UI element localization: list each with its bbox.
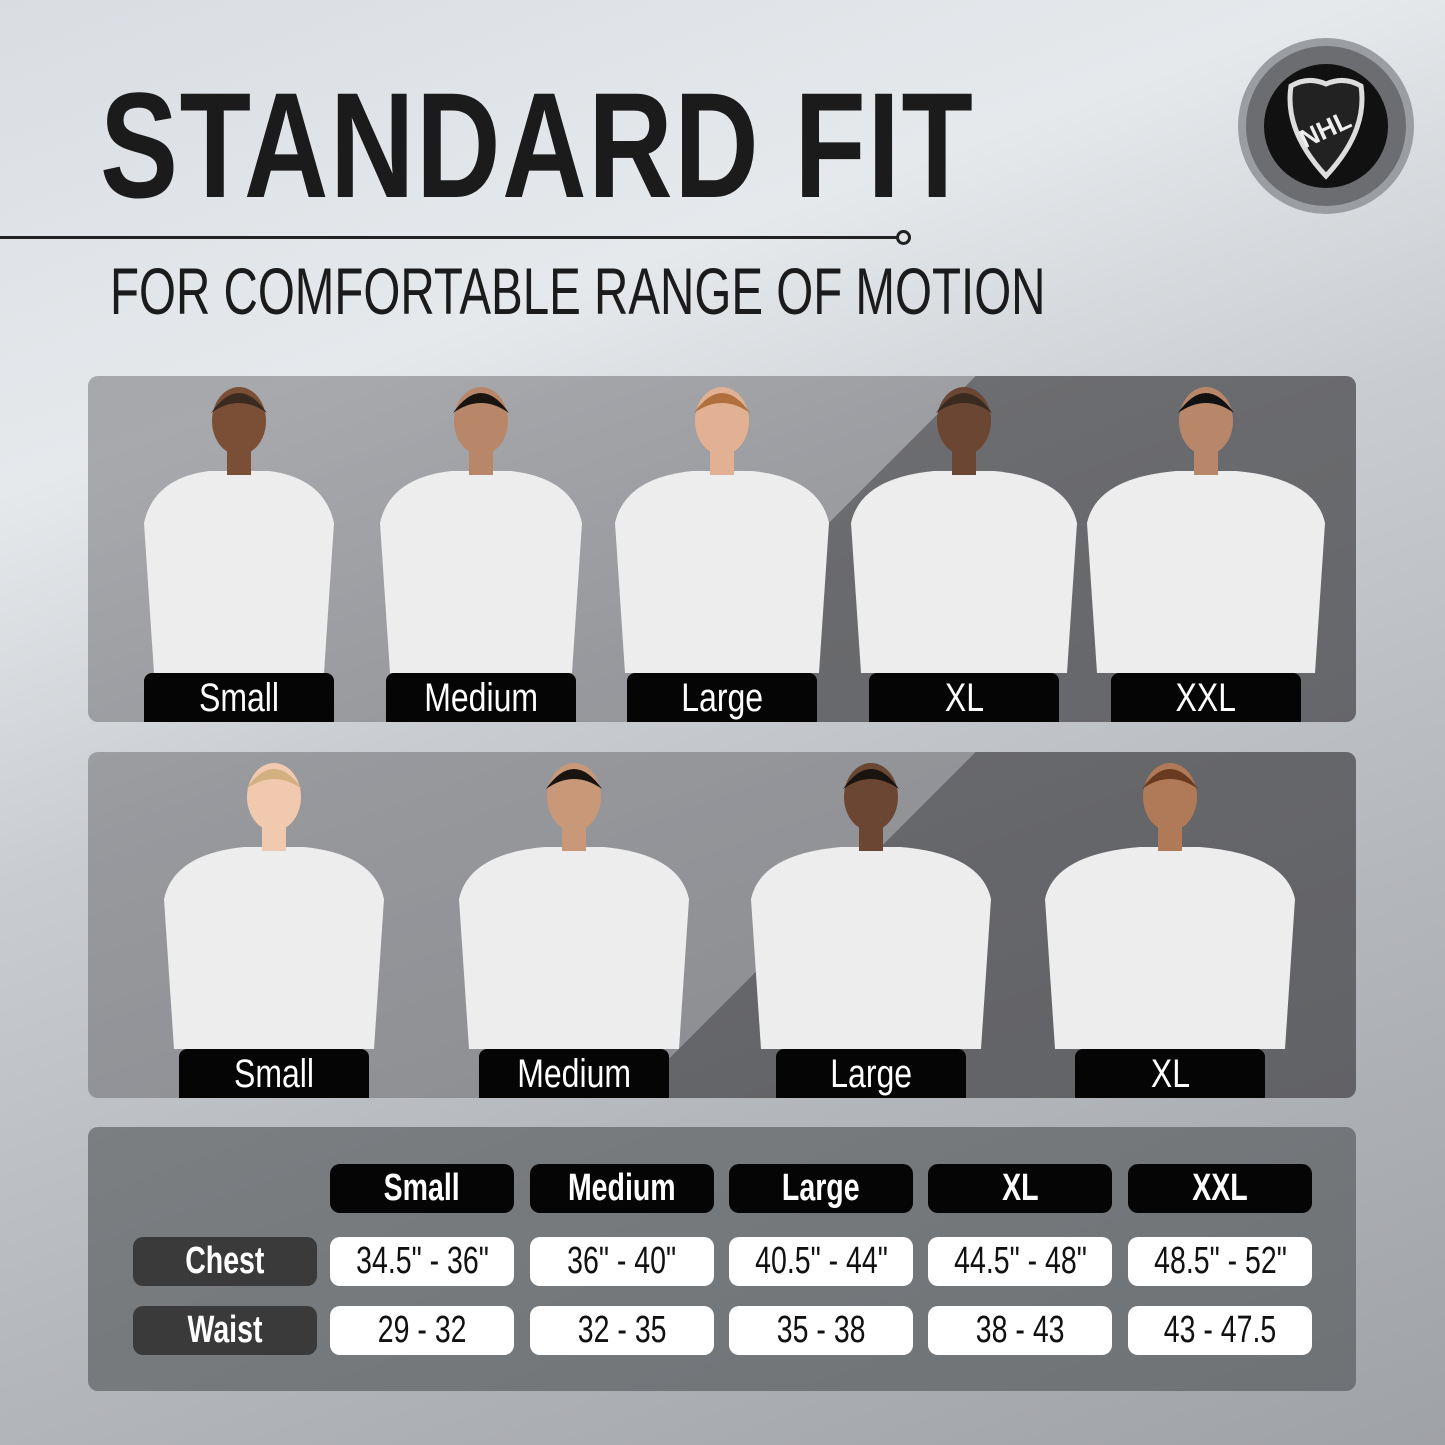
size-value-cell: 35 - 38 — [729, 1306, 913, 1355]
label-text: 36" - 40" — [567, 1240, 677, 1282]
mens-size-label-large: Large — [627, 673, 817, 722]
size-value-cell: 40.5" - 44" — [729, 1237, 913, 1286]
size-value-cell: 38 - 43 — [928, 1306, 1112, 1355]
label-text: XL — [1001, 1167, 1039, 1209]
size-value-cell: 43 - 47.5 — [1128, 1306, 1312, 1355]
label-text: 40.5" - 44" — [754, 1240, 888, 1282]
mens-size-label-small: Small — [144, 673, 334, 722]
row-label-waist: Waist — [133, 1306, 317, 1355]
model-photo — [615, 387, 829, 673]
divider-end-dot — [896, 230, 911, 245]
label-text: Large — [830, 1052, 912, 1096]
column-header-small: Small — [330, 1164, 514, 1213]
label-text: 38 - 43 — [975, 1309, 1065, 1351]
mens-size-label-xl: XL — [869, 673, 1059, 722]
row-label-chest: Chest — [133, 1237, 317, 1286]
size-table-panel: Small Medium Large XL XXL Chest 34.5" - 36" 36"… — [88, 1127, 1356, 1391]
label-text: 29 - 32 — [377, 1309, 467, 1351]
label-text: Waist — [187, 1309, 263, 1351]
model-photo — [1045, 763, 1295, 1049]
column-header-xl: XL — [928, 1164, 1112, 1213]
label-text: 34.5" - 36" — [355, 1240, 489, 1282]
label-text: Medium — [568, 1167, 676, 1209]
model-photo — [851, 387, 1077, 673]
womens-size-label-medium: Medium — [479, 1049, 669, 1098]
nhl-licensed-logo: NHL — [1238, 38, 1414, 214]
womens-models-panel: Small Medium Large XL — [88, 752, 1356, 1098]
label-text: Large — [782, 1167, 860, 1209]
label-text: XL — [1150, 1052, 1190, 1096]
mens-size-label-xxl: XXL — [1111, 673, 1301, 722]
column-header-large: Large — [729, 1164, 913, 1213]
size-value-cell: 36" - 40" — [530, 1237, 714, 1286]
label-text: XXL — [1192, 1167, 1248, 1209]
label-text: Small — [198, 676, 280, 720]
page-subtitle: FOR COMFORTABLE RANGE OF MOTION — [110, 254, 1046, 328]
label-text: Small — [233, 1052, 315, 1096]
model-photo — [380, 387, 582, 673]
model-photo — [1087, 387, 1325, 673]
label-text: Medium — [424, 676, 538, 720]
model-photo — [751, 763, 991, 1049]
size-value-cell: 29 - 32 — [330, 1306, 514, 1355]
womens-size-label-large: Large — [776, 1049, 966, 1098]
mens-models-panel: Small Medium Large XL XXL — [88, 376, 1356, 722]
label-text: Small — [383, 1167, 461, 1209]
label-text: Large — [681, 676, 763, 720]
size-value-cell: 48.5" - 52" — [1128, 1237, 1312, 1286]
label-text: XL — [944, 676, 984, 720]
label-text: 35 - 38 — [776, 1309, 866, 1351]
size-value-cell: 44.5" - 48" — [928, 1237, 1112, 1286]
model-photo — [144, 387, 334, 673]
label-text: 44.5" - 48" — [953, 1240, 1087, 1282]
size-value-cell: 32 - 35 — [530, 1306, 714, 1355]
label-text: Medium — [517, 1052, 631, 1096]
title-divider — [0, 236, 898, 239]
label-text: Chest — [185, 1240, 265, 1282]
label-text: 32 - 35 — [577, 1309, 667, 1351]
column-header-medium: Medium — [530, 1164, 714, 1213]
label-text: 48.5" - 52" — [1153, 1240, 1287, 1282]
label-text: 43 - 47.5 — [1163, 1309, 1277, 1351]
size-value-cell: 34.5" - 36" — [330, 1237, 514, 1286]
womens-size-label-xl: XL — [1075, 1049, 1265, 1098]
model-photo — [459, 763, 689, 1049]
mens-size-label-medium: Medium — [386, 673, 576, 722]
page-title: STANDARD FIT — [100, 61, 975, 229]
label-text: XXL — [1175, 676, 1237, 720]
womens-size-label-small: Small — [179, 1049, 369, 1098]
model-photo — [164, 763, 384, 1049]
column-header-xxl: XXL — [1128, 1164, 1312, 1213]
